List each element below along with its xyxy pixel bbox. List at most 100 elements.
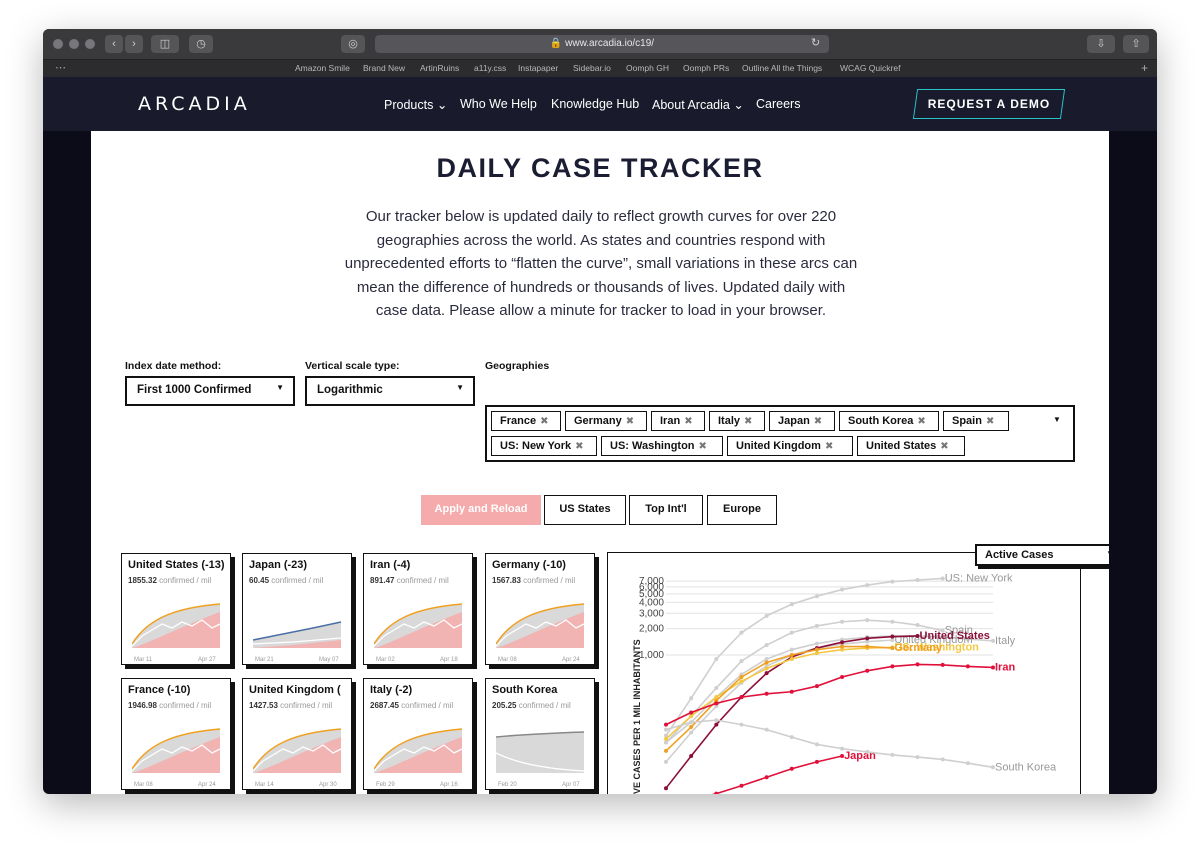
data-point: [915, 633, 920, 638]
arcadia-logo[interactable]: ARCADIA: [138, 93, 251, 115]
us-states-button[interactable]: US States: [544, 495, 626, 525]
request-demo-button[interactable]: REQUEST A DEMO: [912, 89, 1066, 119]
favorite-link[interactable]: ArtinRuins: [420, 63, 460, 73]
geo-tag[interactable]: Japan ✖: [769, 411, 835, 431]
card-date-end: Apr 24: [198, 782, 216, 788]
remove-icon[interactable]: ✖: [940, 441, 949, 452]
data-point: [890, 664, 895, 669]
card-unit: confirmed / mil: [271, 576, 324, 585]
data-point: [714, 718, 719, 723]
data-point: [991, 765, 995, 770]
favorite-link[interactable]: Outline All the Things: [742, 63, 823, 73]
card-stat: 1427.53 confirmed / mil: [249, 699, 351, 712]
caret-down-icon[interactable]: ▼: [1053, 415, 1061, 424]
geo-tag[interactable]: Germany ✖: [565, 411, 647, 431]
data-point: [664, 786, 668, 791]
nav-item-who-we-help[interactable]: Who We Help: [460, 97, 537, 111]
country-card[interactable]: Japan (-23) 60.45 confirmed / mil Mar 21 Ma…: [242, 553, 352, 665]
daily-line: [253, 637, 342, 645]
confirmed-line: [132, 728, 221, 770]
favorite-link[interactable]: Oomph PRs: [683, 63, 730, 73]
nav-item-careers[interactable]: Careers: [756, 97, 801, 111]
add-tab-icon[interactable]: +: [1141, 61, 1149, 75]
card-date-start: Feb 29: [376, 782, 395, 788]
card-date-start: Mar 11: [134, 657, 153, 663]
country-card[interactable]: Germany (-10) 1567.83 confirmed / mil Mar …: [485, 553, 595, 665]
top-intl-button[interactable]: Top Int'l: [629, 495, 703, 525]
index-date-select[interactable]: First 1000 Confirmed ▼: [125, 376, 295, 406]
remove-icon[interactable]: ✖: [684, 416, 693, 427]
nav-item-knowledge-hub[interactable]: Knowledge Hub: [551, 97, 640, 111]
favorite-link[interactable]: Sidebar.io: [573, 63, 611, 73]
data-point: [764, 660, 769, 665]
nav-item-products[interactable]: Products ⌄: [384, 97, 447, 112]
favorite-link[interactable]: Amazon Smile: [295, 63, 350, 73]
data-point: [915, 755, 920, 760]
country-card[interactable]: United Kingdom (1427.53 confirmed / mil M…: [242, 678, 352, 790]
metric-select[interactable]: Active Cases ▼: [975, 544, 1109, 566]
remove-icon[interactable]: ✖: [744, 416, 753, 427]
card-value: 891.47: [370, 576, 395, 585]
favorite-link[interactable]: a11y.css: [474, 63, 507, 73]
data-point: [890, 579, 895, 584]
data-point: [664, 722, 668, 727]
geo-tag[interactable]: Italy ✖: [709, 411, 765, 431]
geo-tag-label: US: Washington: [610, 440, 695, 452]
favorite-link[interactable]: WCAG Quickref: [840, 63, 901, 73]
apply-reload-button[interactable]: Apply and Reload: [421, 495, 541, 525]
country-card[interactable]: United States (-13) 1855.32 confirmed / m…: [121, 553, 231, 665]
geographies-multiselect[interactable]: France ✖ Germany ✖ Iran ✖ Italy ✖ Japan ✖ Sou…: [485, 405, 1075, 462]
remove-icon[interactable]: ✖: [813, 416, 823, 427]
back-icon[interactable]: ‹: [105, 35, 123, 53]
country-card[interactable]: South Korea 205.25 confirmed / mil Feb 20 A…: [485, 678, 595, 790]
remove-icon[interactable]: ✖: [625, 416, 635, 427]
country-card[interactable]: France (-10) 1946.98 confirmed / mil Mar 0…: [121, 678, 231, 790]
sidebar-toggle-icon[interactable]: ◫: [151, 35, 179, 53]
europe-button[interactable]: Europe: [707, 495, 777, 525]
geo-tag[interactable]: Spain ✖: [943, 411, 1009, 431]
card-unit: confirmed / mil: [518, 701, 571, 710]
favorite-link[interactable]: Brand New: [363, 63, 406, 73]
remove-icon[interactable]: ✖: [540, 416, 549, 427]
remove-icon[interactable]: ✖: [985, 416, 995, 427]
geo-tag[interactable]: France ✖: [491, 411, 561, 431]
card-stat: 1946.98 confirmed / mil: [128, 699, 230, 712]
remove-icon[interactable]: ✖: [917, 416, 926, 427]
country-card[interactable]: Italy (-2) 2687.45 confirmed / mil Feb 29 A…: [363, 678, 473, 790]
country-card[interactable]: Iran (-4) 891.47 confirmed / mil Mar 02 Apr…: [363, 553, 473, 665]
nav-item-about[interactable]: About Arcadia ⌄: [652, 97, 744, 112]
geo-tag[interactable]: US: Washington ✖: [601, 436, 723, 456]
active-area: [132, 612, 220, 648]
share-icon[interactable]: ⇧: [1123, 35, 1149, 53]
geo-tag[interactable]: United Kingdom ✖: [727, 436, 853, 456]
geo-tag[interactable]: US: New York ✖: [491, 436, 597, 456]
daily-line: [253, 744, 342, 772]
remove-icon[interactable]: ✖: [824, 441, 834, 452]
grid-icon[interactable]: ⋯: [55, 62, 66, 74]
data-point: [789, 647, 794, 652]
privacy-icon[interactable]: ◎: [341, 35, 365, 53]
favorite-link[interactable]: Instapaper: [518, 63, 559, 73]
data-point: [764, 671, 769, 676]
data-point: [714, 722, 719, 727]
reload-icon[interactable]: ↻: [811, 37, 821, 49]
history-icon[interactable]: ◷: [189, 35, 213, 53]
downloads-icon[interactable]: ⇩: [1087, 35, 1115, 53]
remove-icon[interactable]: ✖: [575, 441, 584, 452]
url-bar[interactable]: 🔒 www.arcadia.io/c19/: [375, 35, 829, 53]
geo-tag[interactable]: Iran ✖: [651, 411, 705, 431]
close-window-icon[interactable]: [53, 39, 63, 49]
forward-icon[interactable]: ›: [125, 35, 143, 53]
data-point: [739, 722, 744, 727]
geo-tag[interactable]: South Korea ✖: [839, 411, 939, 431]
data-point: [689, 730, 694, 735]
remove-icon[interactable]: ✖: [698, 441, 707, 452]
confirmed-line: [253, 621, 342, 641]
minimize-window-icon[interactable]: [69, 39, 79, 49]
zoom-window-icon[interactable]: [85, 39, 95, 49]
card-value: 2687.45: [370, 701, 399, 710]
favorite-link[interactable]: Oomph GH: [626, 63, 669, 73]
data-point: [714, 656, 719, 661]
scale-type-select[interactable]: Logarithmic ▼: [305, 376, 475, 406]
geo-tag[interactable]: United States ✖: [857, 436, 965, 456]
